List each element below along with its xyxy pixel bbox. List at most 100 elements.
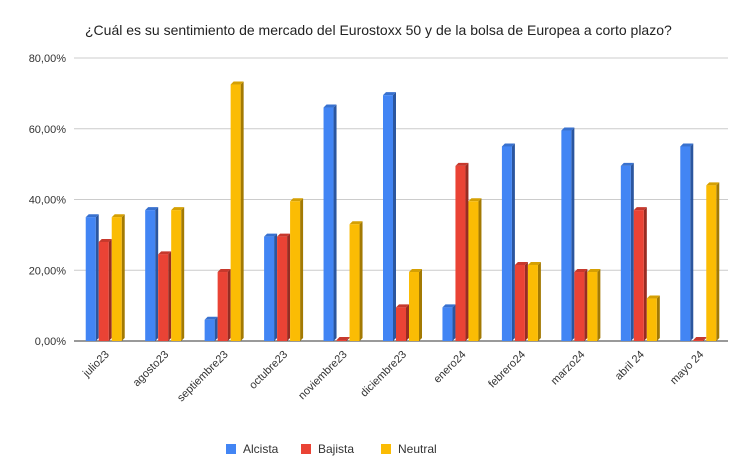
bar-side xyxy=(108,238,112,341)
y-tick-label: 20,00% xyxy=(29,265,67,277)
bar-neutral-4 xyxy=(349,221,363,341)
bar-front xyxy=(501,146,512,341)
y-tick-label: 80,00% xyxy=(29,53,67,65)
bar-front xyxy=(85,217,96,341)
bar-bajista-6 xyxy=(455,162,469,341)
bar-top xyxy=(442,304,456,308)
bar-front xyxy=(527,264,538,341)
bar-side xyxy=(359,221,363,341)
bar-front xyxy=(230,84,241,341)
bar-top xyxy=(230,81,244,85)
bar-side xyxy=(155,207,159,341)
bar-neutral-2 xyxy=(230,81,244,341)
bar-alcista-1 xyxy=(145,207,159,341)
x-tick-label: febrero24 xyxy=(486,349,528,391)
bar-front xyxy=(646,298,657,341)
bar-side xyxy=(630,162,634,341)
bar-side xyxy=(393,92,396,341)
x-tick-label: diciembre23 xyxy=(358,349,409,400)
bar-side xyxy=(168,251,172,341)
bar-top xyxy=(574,269,588,273)
bar-side xyxy=(452,304,456,341)
bar-neutral-8 xyxy=(587,269,601,341)
bar-front xyxy=(98,241,109,341)
bar-top xyxy=(336,337,350,340)
bar-front xyxy=(158,254,169,341)
bar-top xyxy=(409,269,422,273)
bar-front xyxy=(217,272,228,341)
bar-side xyxy=(95,214,99,341)
legend-label: Bajista xyxy=(318,442,354,456)
bar-side xyxy=(478,198,482,341)
legend-swatch xyxy=(301,444,311,454)
legend-item-neutral[interactable]: Neutral xyxy=(381,442,437,456)
bar-alcista-8 xyxy=(561,127,575,341)
bar-front xyxy=(561,130,572,341)
bar-top xyxy=(706,182,720,186)
bar-side xyxy=(511,143,515,341)
bar-top xyxy=(501,143,515,147)
bar-front xyxy=(620,165,631,341)
bar-top xyxy=(290,198,304,202)
bar-side xyxy=(524,261,528,341)
bar-alcista-10 xyxy=(680,143,694,341)
bar-front xyxy=(680,146,691,341)
bar-top xyxy=(217,269,231,273)
bar-neutral-0 xyxy=(111,214,125,341)
bar-top xyxy=(264,233,278,237)
bar-top xyxy=(514,261,528,265)
bar-front xyxy=(633,210,644,341)
bar-top xyxy=(587,269,601,273)
bar-side xyxy=(227,269,231,341)
legend-item-alcista[interactable]: Alcista xyxy=(226,442,279,456)
legend-swatch xyxy=(381,444,391,454)
bar-alcista-9 xyxy=(620,162,634,341)
bar-top xyxy=(323,104,337,108)
bar-front xyxy=(587,272,598,341)
legend-label: Neutral xyxy=(398,442,437,456)
bar-bajista-0 xyxy=(98,238,112,341)
bar-top xyxy=(158,251,172,255)
bar-front xyxy=(706,185,717,341)
bar-alcista-2 xyxy=(204,316,218,341)
bar-side xyxy=(690,143,694,341)
bar-front xyxy=(323,107,334,342)
bar-side xyxy=(597,269,601,341)
bar-bajista-3 xyxy=(277,233,291,341)
bar-side xyxy=(465,162,469,341)
bar-front xyxy=(349,224,360,341)
bars xyxy=(85,81,720,342)
chart-title: ¿Cuál es su sentimiento de mercado del E… xyxy=(85,22,672,38)
bar-front xyxy=(514,264,525,341)
bar-alcista-0 xyxy=(85,214,99,341)
bar-top xyxy=(633,207,647,211)
bar-front xyxy=(336,340,347,341)
bar-side xyxy=(121,214,125,341)
bar-neutral-10 xyxy=(706,182,720,341)
bar-bajista-8 xyxy=(574,269,588,341)
bar-side xyxy=(571,127,575,341)
bar-top xyxy=(693,337,707,340)
legend-swatch xyxy=(226,444,236,454)
bar-top xyxy=(349,221,363,225)
bar-bajista-7 xyxy=(514,261,528,341)
bar-top xyxy=(383,92,396,96)
legend-item-bajista[interactable]: Bajista xyxy=(301,442,354,456)
x-tick-label: abril 24 xyxy=(613,349,647,383)
bar-side xyxy=(703,337,707,341)
bar-alcista-3 xyxy=(264,233,278,341)
bar-front xyxy=(396,307,406,341)
x-tick-label: noviembre23 xyxy=(296,349,349,402)
legend[interactable]: Alcista Bajista Neutral xyxy=(226,442,437,456)
bar-side xyxy=(643,207,647,341)
bar-top xyxy=(680,143,694,147)
x-tick-label: marzo24 xyxy=(549,349,588,388)
bar-side xyxy=(716,182,720,341)
bar-front xyxy=(574,272,585,341)
bar-top xyxy=(145,207,159,211)
bar-top xyxy=(396,304,409,308)
bar-neutral-6 xyxy=(468,198,482,341)
bar-front xyxy=(171,210,182,341)
bar-front xyxy=(455,165,466,341)
